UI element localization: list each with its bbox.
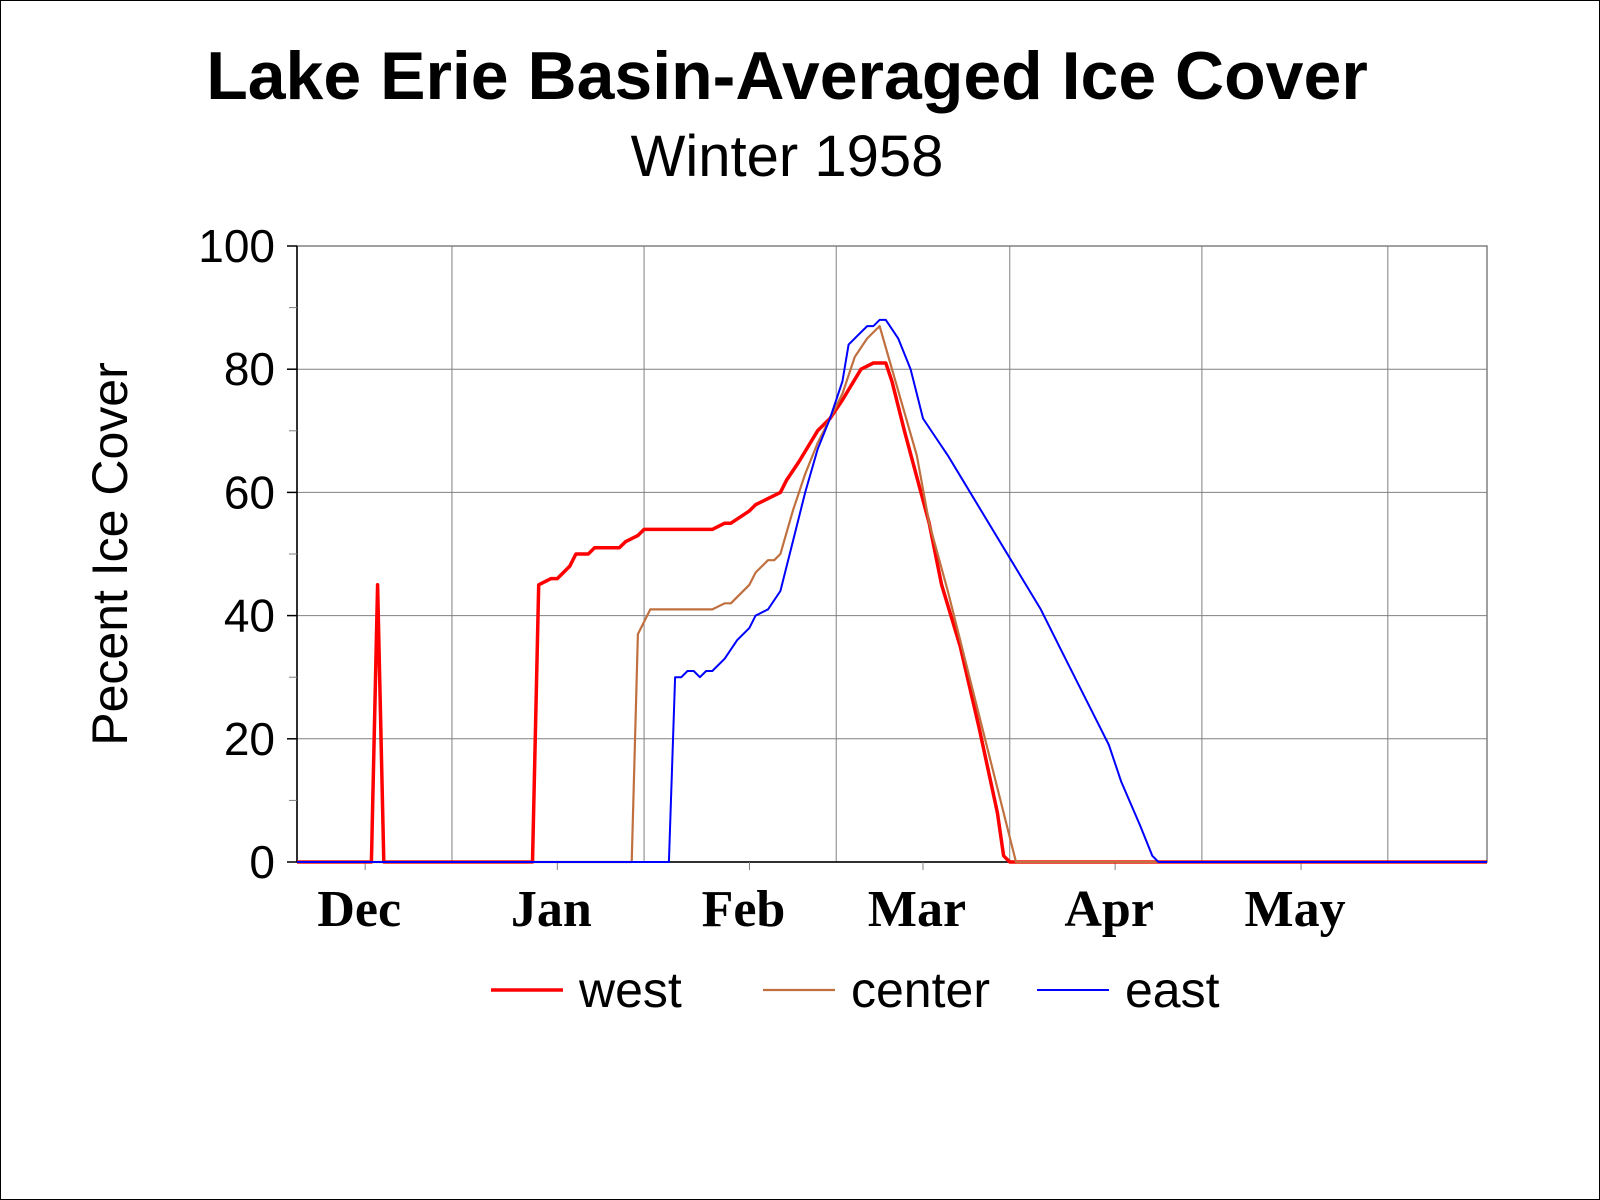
legend: west center east (491, 962, 1220, 1018)
y-axis-label: Pecent Ice Cover (82, 362, 138, 746)
y-tick-labels: 0 20 40 60 80 100 (198, 220, 275, 888)
series-line-east (297, 318, 1487, 863)
chart-subtitle: Winter 1958 (631, 124, 944, 189)
y-tick-label: 0 (249, 836, 275, 888)
legend-label-west: west (578, 962, 682, 1018)
y-tick-label: 40 (224, 590, 275, 642)
legend-label-east: east (1125, 962, 1220, 1018)
y-tick-label: 100 (198, 220, 275, 272)
series-lines (297, 318, 1487, 864)
y-tick-label: 80 (224, 343, 275, 395)
chart-title: Lake Erie Basin-Averaged Ice Cover (206, 38, 1368, 114)
x-tick-label: May (1245, 881, 1346, 938)
plot-area (296, 245, 1488, 863)
y-tick-label: 20 (224, 713, 275, 765)
x-tick-label: Mar (868, 881, 966, 938)
x-tick-labels: Dec Jan Feb Mar Apr May (317, 881, 1345, 938)
y-tick-label: 60 (224, 466, 275, 518)
x-tick-label: Dec (317, 881, 401, 938)
series-line-west (297, 361, 1487, 864)
x-tick-label: Feb (702, 881, 786, 938)
grid-lines (297, 245, 1487, 862)
x-tick-label: Apr (1064, 881, 1154, 938)
legend-label-center: center (851, 962, 990, 1018)
x-tick-label: Jan (511, 881, 592, 938)
series-line-center (297, 325, 1487, 864)
